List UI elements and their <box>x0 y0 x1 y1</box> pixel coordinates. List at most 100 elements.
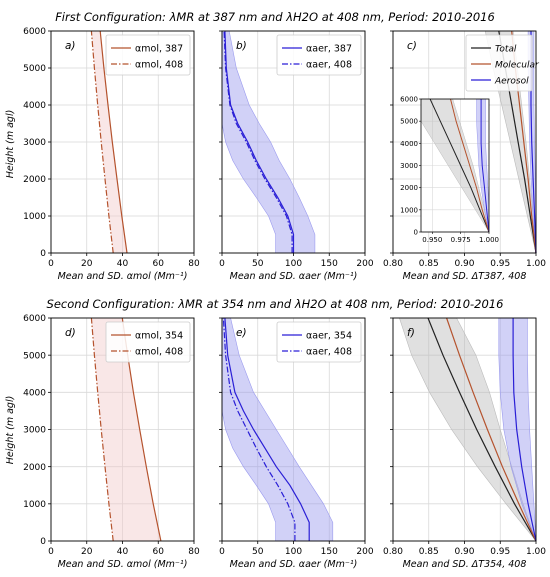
inset-series-line <box>480 99 489 232</box>
legend-label: Molecular <box>495 61 540 71</box>
x-axis-label: Mean and SD. αaer (Mm⁻¹) <box>230 271 358 282</box>
sd-band <box>91 318 161 541</box>
x-tick-label: 0.90 <box>454 547 474 557</box>
inset-y-tick-label: 0 <box>414 229 418 237</box>
x-axis-label: Mean and SD. αmol (Mm⁻¹) <box>58 559 188 570</box>
legend-box <box>276 321 362 363</box>
panel-f: 0.80 0.85 0.90 0.95 1.00 Mean and SD. ΔT354, … <box>383 317 546 570</box>
x-tick-label: 0 <box>48 259 54 269</box>
series-line-aerosol <box>223 30 293 253</box>
legend-label: αmol, 408 <box>135 347 183 358</box>
ylabel-top: Height (m agl) <box>5 110 16 179</box>
y-tick-label: 4000 <box>23 389 46 399</box>
inset-y-tick-label: 2000 <box>400 184 418 192</box>
y-tick-label: 3000 <box>23 426 46 436</box>
panel-label: b) <box>236 40 247 52</box>
x-tick-label: 1.00 <box>526 547 546 557</box>
x-tick-label: 150 <box>321 259 338 269</box>
y-tick-label: 0 <box>40 249 46 259</box>
y-tick-label: 0 <box>40 537 46 547</box>
x-tick-label: 1.00 <box>526 259 546 269</box>
inset-y-tick-label: 3000 <box>400 162 418 170</box>
x-tick-label: 100 <box>285 547 302 557</box>
legend-label: αmol, 387 <box>135 44 183 55</box>
inset-y-tick-label: 5000 <box>400 118 418 126</box>
panel-label: f) <box>407 327 415 339</box>
x-tick-label: 40 <box>117 259 129 269</box>
y-tick-label: 5000 <box>23 64 46 74</box>
panel-label: e) <box>236 327 247 339</box>
series-line-molecular <box>90 30 114 254</box>
x-tick-label: 0.85 <box>419 547 439 557</box>
panel-label: a) <box>65 40 76 52</box>
y-tick-label: 6000 <box>23 27 46 37</box>
panel-b: 0 50 100 150 200 Mean and SD. αaer (Mm⁻¹) b) αa… <box>219 30 374 282</box>
title-bottom: Second Configuration: λMR at 354 nm and … <box>47 297 504 311</box>
series-line-aerosol <box>222 317 296 541</box>
y-tick-label: 2000 <box>23 175 46 185</box>
series-line-molecular <box>99 30 128 254</box>
x-tick-label: 0 <box>48 547 54 557</box>
legend-box <box>105 34 191 76</box>
y-tick-label: 1000 <box>23 212 46 222</box>
x-axis-label: Mean and SD. ΔT354, 408 <box>403 559 527 570</box>
x-axis-label: Mean and SD. ΔT387, 408 <box>403 271 527 282</box>
x-tick-label: 40 <box>117 547 129 557</box>
x-tick-label: 0.95 <box>490 547 510 557</box>
series-line-aerosol <box>224 317 310 541</box>
x-tick-label: 50 <box>252 547 264 557</box>
inset-y-tick-label: 6000 <box>400 96 418 104</box>
panel-a: 0 20 40 60 80 0 1000 2000 3000 4000 5000 6000 Mean a… <box>23 27 200 282</box>
inset-x-tick-label: 1.000 <box>479 236 499 244</box>
x-tick-label: 150 <box>321 547 338 557</box>
x-tick-label: 100 <box>285 259 302 269</box>
x-tick-label: 0.80 <box>383 547 403 557</box>
x-tick-label: 20 <box>81 259 93 269</box>
legend-label: αaer, 408 <box>306 60 352 71</box>
title-top: First Configuration: λMR at 387 nm and λ… <box>55 10 495 24</box>
inset-series-line <box>450 99 489 232</box>
x-tick-label: 20 <box>81 547 93 557</box>
ylabel-bottom: Height (m agl) <box>5 396 16 465</box>
x-axis-label: Mean and SD. αaer (Mm⁻¹) <box>230 559 358 570</box>
x-tick-label: 80 <box>188 259 200 269</box>
x-tick-label: 50 <box>252 259 264 269</box>
y-tick-label: 6000 <box>23 314 46 324</box>
inset-x-tick-label: 0.950 <box>422 236 442 244</box>
inset-y-tick-label: 4000 <box>400 140 418 148</box>
inset-axes: 0.950 0.975 1.000 0 1000 2000 3000 4000 5000 6000 <box>400 96 499 245</box>
y-tick-label: 4000 <box>23 101 46 111</box>
inset-series-line <box>429 99 489 232</box>
y-tick-label: 3000 <box>23 138 46 148</box>
sd-band <box>91 31 127 253</box>
x-tick-label: 0.90 <box>454 259 474 269</box>
y-tick-label: 5000 <box>23 351 46 361</box>
panel-label: c) <box>407 40 417 52</box>
legend-box <box>276 34 362 76</box>
inset-x-tick-label: 0.975 <box>451 236 471 244</box>
panel-c: 0.80 0.85 0.90 0.95 1.00 Mean and SD. ΔT387, … <box>383 30 546 282</box>
legend-box <box>105 321 191 363</box>
x-tick-label: 80 <box>188 547 200 557</box>
legend-label: αmol, 354 <box>135 331 183 342</box>
panel-label: d) <box>65 327 76 339</box>
inset-sd-band <box>421 99 489 232</box>
x-tick-label: 0.80 <box>383 259 403 269</box>
series-line-total <box>427 317 537 542</box>
legend-box <box>465 34 533 92</box>
series-line-molecular <box>90 317 114 542</box>
legend-label: Aerosol <box>494 77 529 87</box>
panel-d: 0 20 40 60 80 0 1000 2000 3000 4000 5000 6000 Mean a… <box>23 314 200 570</box>
legend-label: αaer, 408 <box>306 347 352 358</box>
legend-label: αaer, 354 <box>306 331 352 342</box>
x-tick-label: 60 <box>153 259 165 269</box>
x-axis-label: Mean and SD. αmol (Mm⁻¹) <box>58 271 188 282</box>
y-tick-label: 1000 <box>23 500 46 510</box>
inset-y-tick-label: 1000 <box>400 206 418 214</box>
series-line-aerosol <box>224 30 295 253</box>
x-tick-label: 0.85 <box>419 259 439 269</box>
legend-label: Total <box>495 45 517 55</box>
x-tick-label: 0 <box>219 259 225 269</box>
legend-label: αmol, 408 <box>135 60 183 71</box>
